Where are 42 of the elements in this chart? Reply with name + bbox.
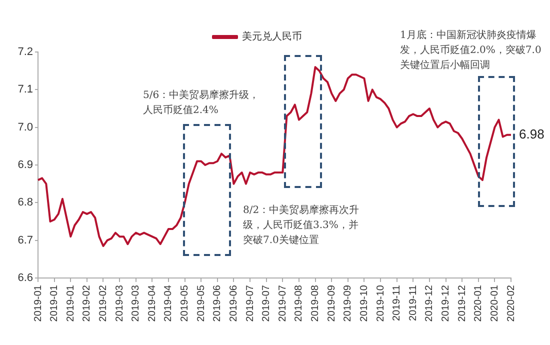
- y-tick-label: 6.9: [18, 159, 33, 172]
- annotation: 8/2：中美贸易摩擦再次升级，人民币贬值3.3%，并突破7.0关键位置: [243, 204, 360, 248]
- x-tick-label: 2019-10: [358, 284, 370, 322]
- annotation: 1月底：中国新冠状肺炎疫情爆发，人民币贬值2.0%，突破7.0关键位置后小幅回调: [400, 28, 542, 73]
- y-tick-label: 6.8: [18, 196, 33, 209]
- x-tick-label: 2019-08: [310, 284, 322, 322]
- x-tick-label: 2019-01: [65, 284, 76, 322]
- x-tick-label: 2019-07: [244, 284, 256, 322]
- x-tick-label: 2019-10: [375, 284, 386, 322]
- x-tick-label: 2019-05: [196, 284, 207, 322]
- annotation: 5/6：中美贸易摩擦升级，人民币贬值2.4%: [143, 88, 260, 118]
- x-tick-label: 2019-05: [180, 284, 191, 322]
- y-tick-label: 7.1: [18, 84, 33, 96]
- x-tick-label: 2019-01: [32, 284, 44, 322]
- y-tick-label: 6.6: [18, 272, 33, 284]
- x-tick-label: 2019-12: [440, 284, 452, 322]
- x-tick-label: 2019-09: [326, 284, 338, 322]
- x-tick-label: 2019-06: [228, 284, 240, 322]
- x-tick-label: 2019-11: [408, 284, 419, 321]
- x-tick-label: 2019-12: [424, 284, 436, 322]
- x-tick-label: 2019-07: [261, 284, 272, 322]
- y-tick-label: 7.0: [18, 121, 33, 134]
- x-tick-label: 2020-02: [506, 284, 517, 322]
- x-tick-label: 2019-02: [82, 284, 93, 322]
- legend-label: 美元兑人民币: [242, 30, 302, 43]
- annotation: 6.98: [519, 126, 544, 142]
- x-tick-label: 2019-11: [392, 284, 403, 321]
- x-tick-label: 2020-01: [473, 284, 484, 322]
- x-tick-label: 2019-02: [98, 284, 109, 322]
- x-tick-label: 2019-08: [294, 284, 305, 322]
- x-tick-label: 2019-04: [163, 284, 174, 322]
- y-tick-label: 7.2: [18, 46, 33, 58]
- x-tick-label: 2020-01: [489, 284, 500, 322]
- x-tick-label: 2019-07: [277, 284, 288, 322]
- x-tick-label: 2019-06: [212, 284, 224, 322]
- x-tick-label: 2019-01: [49, 284, 60, 322]
- x-tick-label: 2019-03: [114, 284, 126, 322]
- x-tick-label: 2019-12: [456, 284, 468, 322]
- x-tick-label: 2019-03: [130, 284, 142, 322]
- x-tick-label: 2019-04: [146, 284, 158, 322]
- y-tick-label: 6.7: [18, 234, 33, 246]
- x-tick-label: 2019-09: [342, 284, 354, 322]
